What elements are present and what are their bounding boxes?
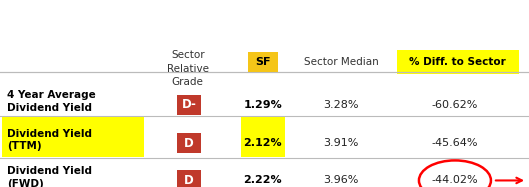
Text: Dividend Yield
(FWD): Dividend Yield (FWD) xyxy=(7,166,92,187)
Text: 2.12%: 2.12% xyxy=(243,138,282,148)
FancyBboxPatch shape xyxy=(241,117,285,157)
FancyBboxPatch shape xyxy=(177,171,201,187)
Text: D: D xyxy=(184,174,194,187)
Text: Dividend Yield
(TTM): Dividend Yield (TTM) xyxy=(7,129,92,151)
Text: 4 Year Average
Dividend Yield: 4 Year Average Dividend Yield xyxy=(7,90,95,113)
Text: Sector Median: Sector Median xyxy=(304,57,379,67)
Text: Sector
Relative
Grade: Sector Relative Grade xyxy=(167,50,209,87)
Text: D: D xyxy=(184,137,194,150)
Text: 3.91%: 3.91% xyxy=(324,138,359,148)
Text: 1.29%: 1.29% xyxy=(243,100,282,110)
FancyBboxPatch shape xyxy=(177,133,201,153)
Text: 3.96%: 3.96% xyxy=(324,175,359,186)
Text: -60.62%: -60.62% xyxy=(432,100,478,110)
FancyBboxPatch shape xyxy=(397,50,518,74)
FancyBboxPatch shape xyxy=(248,52,278,72)
Text: 2.22%: 2.22% xyxy=(243,175,282,186)
FancyBboxPatch shape xyxy=(2,117,144,157)
Text: 3.28%: 3.28% xyxy=(323,100,359,110)
Text: -45.64%: -45.64% xyxy=(432,138,478,148)
Text: -44.02%: -44.02% xyxy=(432,175,478,186)
FancyBboxPatch shape xyxy=(177,95,201,115)
Text: SF: SF xyxy=(255,57,271,67)
Text: D-: D- xyxy=(181,98,196,111)
Text: % Diff. to Sector: % Diff. to Sector xyxy=(409,57,506,67)
